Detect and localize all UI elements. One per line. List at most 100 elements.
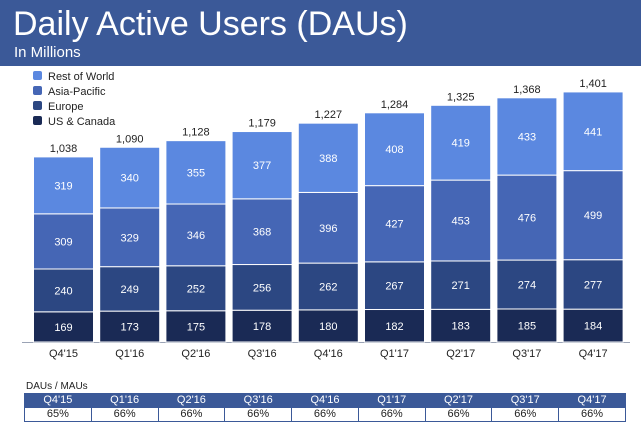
- x-tick-label: Q2'16: [181, 348, 210, 360]
- dau-mau-value-cell: 66%: [424, 407, 493, 422]
- bar-segment-value-label: 408: [385, 144, 403, 156]
- x-tick-label: Q4'15: [49, 348, 78, 360]
- bar-segment-value-label: 377: [253, 160, 271, 172]
- dau-mau-value-cell: 66%: [224, 407, 293, 422]
- page-title: Daily Active Users (DAUs): [13, 5, 408, 43]
- bar-total-label: 1,284: [381, 99, 409, 111]
- bar-segment-europe: [165, 265, 227, 312]
- legend-swatch: [33, 86, 42, 95]
- dau-mau-value-cell: 65%: [24, 407, 92, 422]
- bar-segment-europe: [297, 262, 359, 311]
- bar-segment-rest-of-world: [99, 146, 161, 209]
- bar-segment-value-label: 340: [121, 173, 139, 185]
- bar-segment-value-label: 368: [253, 227, 271, 239]
- bar-segment-asia-pacific: [231, 198, 293, 266]
- dau-mau-quarter-cell: Q4'17: [558, 393, 626, 408]
- legend-label: US & Canada: [48, 116, 116, 128]
- dau-stacked-bar-chart: 169 240 309 319 1,038 Q4'15 173 249 329 340 1,090 Q…: [22, 71, 630, 360]
- bar-segment-europe: [33, 268, 94, 313]
- bar-segment-rest-of-world: [562, 91, 624, 172]
- bar-segment-rest-of-world: [231, 131, 293, 200]
- legend-swatch: [33, 101, 42, 110]
- bar-segment-value-label: 319: [54, 180, 72, 192]
- bar-total-label: 1,227: [315, 109, 343, 121]
- bar-segment-value-label: 499: [584, 210, 602, 222]
- bar-segment-europe: [496, 259, 558, 310]
- x-tick-label: Q3'17: [512, 348, 541, 360]
- bar-segment-us-canada: [165, 310, 227, 343]
- bar-segment-asia-pacific: [99, 207, 161, 268]
- bar-segment-value-label: 252: [187, 283, 205, 295]
- dau-mau-quarter-cell: Q1'16: [90, 393, 159, 408]
- dau-mau-value-cell: 66%: [291, 407, 359, 422]
- dau-mau-value-cell: 66%: [357, 407, 426, 422]
- bar-segment-rest-of-world: [430, 104, 492, 181]
- bar-segment-value-label: 267: [385, 281, 403, 293]
- bar-segment-value-label: 309: [54, 236, 72, 248]
- x-tick-label: Q1'17: [380, 348, 409, 360]
- bar-segment-rest-of-world: [364, 112, 425, 187]
- bar-segment-value-label: 277: [584, 279, 602, 291]
- dau-mau-value-row: 65% 66% 66% 66% 66% 66% 66% 66% 66%: [24, 407, 626, 422]
- bar-total-label: 1,325: [447, 91, 475, 103]
- bar-segment-value-label: 169: [54, 322, 72, 334]
- bar-segment-value-label: 476: [518, 213, 536, 225]
- bar-total-label: 1,090: [116, 133, 144, 145]
- legend-label: Europe: [48, 101, 83, 113]
- dau-mau-table: Q4'15 Q1'16 Q2'16 Q3'16 Q4'16 Q1'17 Q2'1…: [24, 393, 626, 422]
- bar-segment-value-label: 271: [452, 280, 470, 292]
- x-tick-label: Q3'16: [248, 348, 277, 360]
- dau-mau-quarter-row: Q4'15 Q1'16 Q2'16 Q3'16 Q4'16 Q1'17 Q2'1…: [24, 393, 626, 408]
- bar-segment-us-canada: [297, 309, 359, 343]
- bar-segment-asia-pacific: [364, 185, 425, 263]
- legend-swatch: [33, 116, 42, 125]
- x-tick-label: Q4'16: [314, 348, 343, 360]
- bar-segment-europe: [231, 264, 293, 311]
- bar-segment-us-canada: [496, 308, 558, 343]
- bar-segment-us-canada: [364, 309, 425, 343]
- bar-segment-us-canada: [231, 309, 293, 343]
- bar-segment-value-label: 274: [518, 280, 536, 292]
- bar-total-label: 1,128: [182, 127, 210, 139]
- bar-segment-value-label: 256: [253, 282, 271, 294]
- bar-segment-asia-pacific: [430, 179, 492, 262]
- bar-segment-value-label: 355: [187, 167, 205, 179]
- legend-label: Rest of World: [48, 71, 114, 83]
- x-tick-label: Q4'17: [579, 348, 608, 360]
- dau-mau-value-cell: 66%: [157, 407, 226, 422]
- bar-segment-europe: [364, 261, 425, 311]
- bar-segment-value-label: 262: [319, 281, 337, 293]
- bar-segment-us-canada: [33, 311, 94, 343]
- bar-segment-value-label: 240: [54, 285, 72, 297]
- dau-mau-quarter-cell: Q2'17: [424, 393, 493, 408]
- bar-segment-rest-of-world: [165, 140, 227, 205]
- bar-segment-asia-pacific: [297, 191, 359, 264]
- x-tick-label: Q1'16: [115, 348, 144, 360]
- bar-segment-value-label: 396: [319, 223, 337, 235]
- bar-segment-europe: [99, 266, 161, 312]
- bar-segment-value-label: 182: [385, 321, 403, 333]
- bar-segment-value-label: 249: [121, 284, 139, 296]
- bar-segment-value-label: 346: [187, 230, 205, 242]
- bar-segment-value-label: 178: [253, 321, 271, 333]
- dau-mau-table-label: DAUs / MAUs: [26, 381, 88, 392]
- legend-label: Asia-Pacific: [48, 86, 106, 98]
- dau-mau-quarter-cell: Q3'17: [491, 393, 560, 408]
- bar-total-label: 1,401: [579, 78, 607, 90]
- bar-segment-asia-pacific: [165, 203, 227, 267]
- bar-segment-value-label: 173: [121, 322, 139, 334]
- header-banner: Daily Active Users (DAUs) In Millions: [0, 0, 641, 66]
- bar-total-label: 1,368: [513, 84, 541, 96]
- bar-segment-value-label: 427: [385, 219, 403, 231]
- bar-segment-value-label: 453: [452, 216, 470, 228]
- bar-segment-rest-of-world: [496, 97, 558, 176]
- bar-segment-europe: [430, 260, 492, 310]
- dau-mau-quarter-cell: Q4'15: [24, 393, 92, 408]
- dau-mau-value-cell: 66%: [558, 407, 626, 422]
- bar-segment-value-label: 441: [584, 126, 602, 138]
- bar-segment-us-canada: [99, 310, 161, 343]
- dau-mau-quarter-cell: Q3'16: [224, 393, 293, 408]
- dau-mau-quarter-cell: Q1'17: [357, 393, 426, 408]
- bar-segment-value-label: 419: [452, 138, 470, 150]
- bar-segment-value-label: 433: [518, 131, 536, 143]
